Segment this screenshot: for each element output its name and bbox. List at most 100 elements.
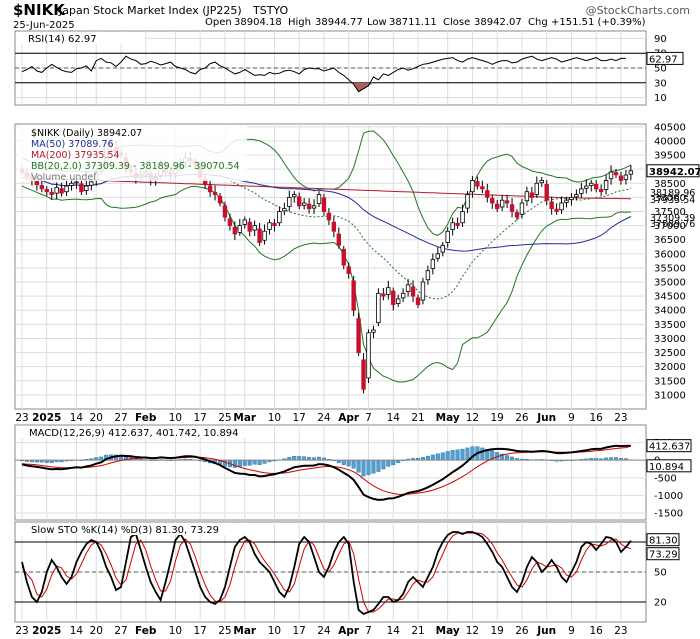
candle-body <box>415 297 421 305</box>
candle-body <box>405 284 411 293</box>
macd-histogram-bar <box>455 449 460 461</box>
candle-body <box>331 221 337 232</box>
macd-histogram-bar <box>302 456 307 461</box>
x-tick-label: Apr <box>338 412 360 424</box>
macd-panel <box>14 424 647 521</box>
legend-ma50: MA(50) 37089.76 <box>31 139 114 150</box>
x-tick-label: 24 <box>317 625 331 637</box>
x-tick-label: 19 <box>491 625 504 637</box>
sto-last-label: 81.30 <box>649 536 678 547</box>
price-tick-label: 33500 <box>654 320 686 331</box>
candle-body <box>450 222 455 230</box>
macd-histogram-bar <box>297 456 302 461</box>
candle-body <box>618 175 624 181</box>
x-tick-label: Feb <box>135 412 157 424</box>
macd-histogram-bar <box>247 459 252 466</box>
candle-body <box>628 170 634 175</box>
x-tick-label: 2025 <box>32 412 61 424</box>
candle-body <box>356 318 361 353</box>
candle-body <box>410 286 416 297</box>
x-tick-label: 10 <box>268 412 281 424</box>
candle-body <box>514 212 520 218</box>
price-tick-label: 33000 <box>654 334 686 345</box>
x-tick-label: May <box>436 625 460 637</box>
price-tick-label: 36500 <box>654 235 686 246</box>
macd-line <box>21 444 631 501</box>
candle-body <box>613 172 619 176</box>
legend-ma200: MA(200) 37935.54 <box>31 150 120 161</box>
candle-body <box>574 194 579 198</box>
rsi-last-label: 62.97 <box>649 54 678 65</box>
candle-body <box>64 185 69 193</box>
candle-body <box>485 190 490 198</box>
macd-last-box <box>646 459 692 473</box>
macd-tick-label: -500 <box>654 473 677 484</box>
candle-body <box>361 359 366 390</box>
candle-body <box>34 180 40 186</box>
x-tick-label: 9 <box>568 625 575 637</box>
candle-body <box>603 180 609 190</box>
rsi-tick-label: 90 <box>654 34 667 45</box>
x-tick-label: 14 <box>387 412 401 424</box>
macd-histogram-bar <box>257 459 262 465</box>
index-name: Japan Stock Market Index (JP225) <box>58 4 242 17</box>
candle-body <box>420 281 426 301</box>
close-label: Close <box>443 17 470 28</box>
macd-histogram-bar <box>480 447 485 461</box>
macd-last-box <box>646 439 692 453</box>
macd-histogram-bar <box>450 450 455 461</box>
candle-body <box>326 212 332 221</box>
x-tick-label: 23 <box>614 412 627 424</box>
candle-body <box>391 290 396 305</box>
x-tick-label: 19 <box>491 412 504 424</box>
macd-histogram-bar <box>425 455 430 461</box>
price-last-label: 38942.07 <box>649 167 700 178</box>
macd-histogram-bar <box>505 455 510 461</box>
macd-histogram-bar <box>381 459 386 470</box>
macd-tick-label: -1000 <box>654 491 683 502</box>
candle-body <box>539 180 544 184</box>
x-tick-label: 16 <box>590 412 604 424</box>
macd-layer <box>15 444 646 501</box>
candle-body <box>509 204 515 212</box>
x-tick-label: May <box>436 412 460 424</box>
x-tick-label: Jun <box>536 412 556 424</box>
price-tick-label: 38000 <box>654 193 686 204</box>
candle-body <box>69 182 74 186</box>
macd-signal-line <box>21 445 632 495</box>
candle-body <box>381 293 386 297</box>
candle-body <box>579 188 584 194</box>
rsi-tick-label: 10 <box>654 93 667 104</box>
x-tick-label: 24 <box>317 412 331 424</box>
candle-body <box>445 230 450 243</box>
candle-body <box>301 202 307 206</box>
candle-body <box>430 259 436 269</box>
x-tick-label: 20 <box>90 625 103 637</box>
candle-body <box>598 189 604 193</box>
candle-body <box>366 332 371 379</box>
macd-title-text: MACD(12,26,9) 412.637, 401.742, 10.894 <box>29 428 239 439</box>
macd-histogram-bar <box>460 448 465 461</box>
x-tick-label: 14 <box>387 625 401 637</box>
low-value: 38711.11 <box>389 17 437 28</box>
high-label: High <box>288 17 311 28</box>
exchange-code: TSTYO <box>252 4 289 17</box>
date-label: 25-Jun-2025 <box>13 20 75 31</box>
candle-body <box>282 208 287 212</box>
macd-histogram-bar <box>465 447 470 461</box>
x-tick-label: 9 <box>568 412 575 424</box>
x-tick-label: 17 <box>293 412 306 424</box>
symbol-title: $NIKK <box>13 1 66 19</box>
candle-body <box>311 205 317 209</box>
candle-body <box>400 292 406 299</box>
x-tick-label: 23 <box>15 412 28 424</box>
candle-body <box>440 244 445 253</box>
watermark: @StockCharts.com <box>586 4 690 17</box>
x-tick-label: 27 <box>114 625 127 637</box>
rsi-title-bg <box>17 32 145 44</box>
candle-body <box>499 199 505 208</box>
rsi-title-text: RSI(14) 62.97 <box>28 34 97 45</box>
candle-body <box>306 203 312 210</box>
candle-body <box>559 202 564 211</box>
sto-last-box <box>646 547 680 561</box>
